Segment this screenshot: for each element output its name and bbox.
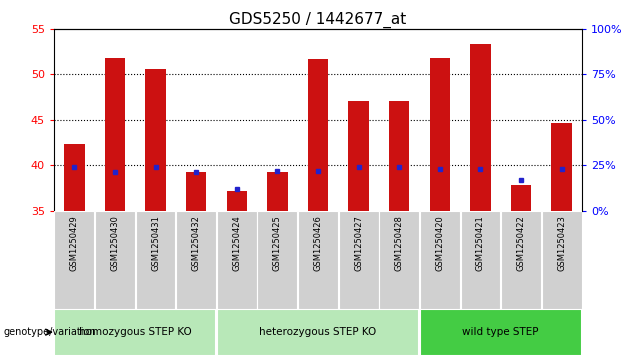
Bar (135, 211, 176, 309)
Text: GSM1250424: GSM1250424 (232, 215, 241, 271)
Text: GSM1250429: GSM1250429 (70, 215, 79, 271)
Bar (64, 144, 85, 211)
Text: GSM1250425: GSM1250425 (273, 215, 282, 271)
Bar (389, 101, 410, 211)
Bar (420, 211, 460, 309)
Text: GSM1250422: GSM1250422 (516, 215, 525, 271)
Bar (420, 309, 581, 356)
Bar (226, 191, 247, 211)
Bar (55, 211, 94, 309)
Bar (55, 309, 216, 356)
Bar (542, 211, 581, 309)
Bar (105, 58, 125, 211)
Title: GDS5250 / 1442677_at: GDS5250 / 1442677_at (230, 12, 406, 28)
Text: GSM1250432: GSM1250432 (191, 215, 201, 271)
Bar (258, 211, 297, 309)
Text: GSM1250421: GSM1250421 (476, 215, 485, 271)
Text: homozygous STEP KO: homozygous STEP KO (79, 327, 191, 337)
Bar (339, 211, 378, 309)
Text: GSM1250430: GSM1250430 (111, 215, 120, 271)
Bar (217, 309, 419, 356)
Bar (217, 211, 257, 309)
Text: GSM1250428: GSM1250428 (395, 215, 404, 271)
Text: GSM1250426: GSM1250426 (314, 215, 322, 271)
Bar (176, 211, 216, 309)
Bar (511, 185, 531, 211)
Text: GSM1250431: GSM1250431 (151, 215, 160, 271)
Text: GSM1250427: GSM1250427 (354, 215, 363, 271)
Text: GSM1250423: GSM1250423 (557, 215, 566, 271)
Bar (460, 211, 501, 309)
Bar (298, 211, 338, 309)
Text: GSM1250420: GSM1250420 (435, 215, 445, 271)
Bar (349, 101, 369, 211)
Bar (470, 44, 490, 211)
Text: genotype/variation: genotype/variation (3, 327, 96, 337)
Bar (146, 69, 166, 211)
Bar (501, 211, 541, 309)
Text: wild type STEP: wild type STEP (462, 327, 539, 337)
Bar (267, 171, 287, 211)
Bar (95, 211, 135, 309)
Bar (186, 172, 206, 211)
Bar (379, 211, 419, 309)
Bar (551, 122, 572, 211)
Bar (308, 59, 328, 211)
Text: heterozygous STEP KO: heterozygous STEP KO (259, 327, 377, 337)
Bar (430, 58, 450, 211)
